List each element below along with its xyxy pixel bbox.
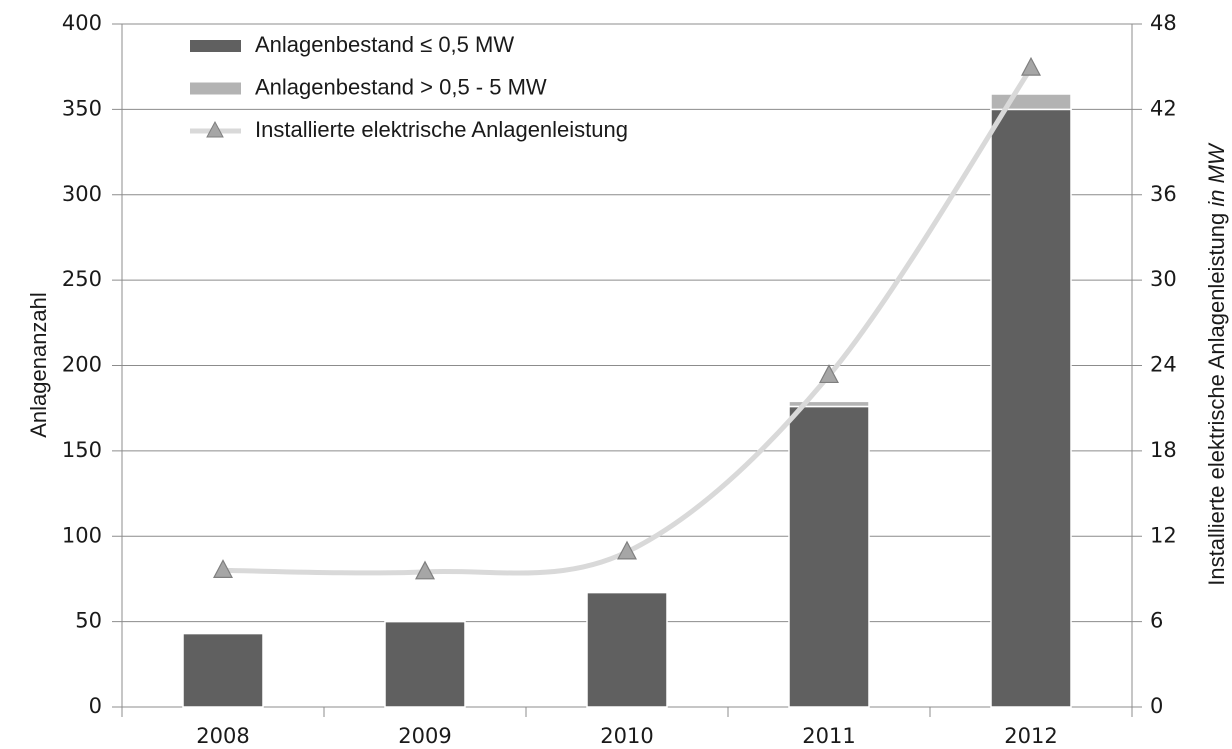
y-tick-label: 350 (62, 96, 102, 120)
y-tick-label: 200 (62, 353, 102, 377)
bar (990, 93, 1072, 111)
bar (586, 591, 668, 708)
legend-label: Anlagenbestand > 0,5 - 5 MW (255, 74, 547, 99)
y-tick-label: 0 (89, 694, 102, 718)
y-tick-label: 150 (62, 438, 102, 462)
y2-tick-label: 24 (1150, 353, 1177, 377)
y2-axis-label: Installierte elektrische Anlagenleistung… (1204, 142, 1229, 586)
line-marker (415, 560, 435, 580)
line-marker (1021, 56, 1041, 76)
x-tick-label: 2008 (196, 724, 249, 748)
y2-tick-label: 42 (1150, 96, 1177, 120)
y-tick-label: 300 (62, 182, 102, 206)
y-tick-label: 100 (62, 523, 102, 547)
y-axis-label: Anlagenanzahl (26, 292, 51, 438)
line-marker (819, 364, 839, 384)
x-tick-label: 2010 (600, 724, 653, 748)
line-marker (617, 540, 637, 560)
x-tick-label: 2012 (1004, 724, 1057, 748)
y2-tick-label: 48 (1150, 11, 1177, 35)
y2-tick-label: 18 (1150, 438, 1177, 462)
x-tick-label: 2011 (802, 724, 855, 748)
bar (788, 400, 870, 408)
legend-marker (206, 120, 224, 138)
legend-swatch (190, 82, 241, 95)
legend-label: Installierte elektrische Anlagenleistung (255, 117, 628, 142)
legend-label: Anlagenbestand ≤ 0,5 MW (255, 32, 514, 57)
y2-axis-label-unit: in MW (1204, 142, 1229, 207)
line-marker (213, 559, 233, 579)
y2-tick-label: 6 (1150, 609, 1163, 633)
bar (182, 632, 264, 708)
y2-tick-label: 36 (1150, 182, 1177, 206)
legend-swatch (190, 40, 241, 52)
x-tick-label: 2009 (398, 724, 451, 748)
y-tick-label: 400 (62, 11, 102, 35)
y2-tick-label: 30 (1150, 267, 1177, 291)
y-tick-label: 50 (75, 609, 102, 633)
y2-axis-label-text: Installierte elektrische Anlagenleistung (1204, 213, 1229, 586)
bar (384, 620, 466, 708)
bar (788, 405, 870, 708)
bar (990, 108, 1072, 708)
line (222, 66, 1034, 576)
y-tick-label: 250 (62, 267, 102, 291)
y2-tick-label: 12 (1150, 523, 1177, 547)
y2-tick-label: 0 (1150, 694, 1163, 718)
